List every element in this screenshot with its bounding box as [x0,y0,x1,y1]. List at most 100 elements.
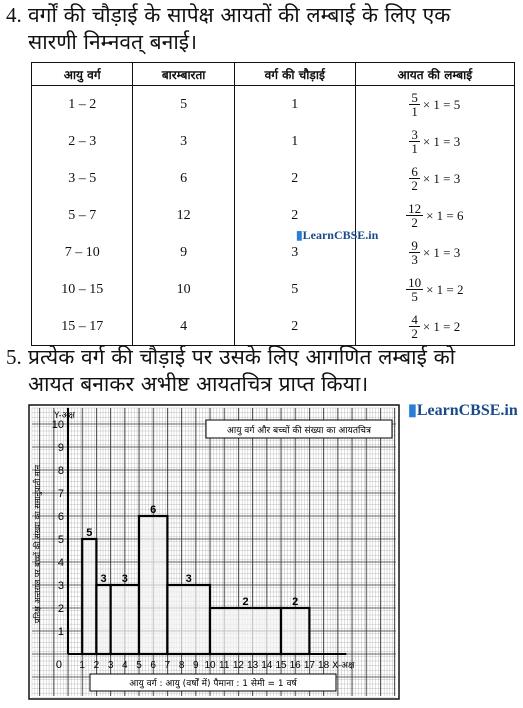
header-age-class: आयु वर्ग [30,62,134,86]
cell-rect-length: 10 5 × 1 = 2 [354,271,516,308]
histogram-bar [137,514,169,656]
fraction-denominator: 2 [411,215,418,230]
question-text-line2: आयत बनाकर अभीष्ट आयतचित्र प्राप्त किया। [28,372,369,396]
y-tick-label: 6 [58,511,64,523]
header-class-width: वर्ग की चौड़ाई [233,62,356,86]
question-text-line2: सारणी निम्नवत् बनाई। [28,30,198,54]
cell-class-width: 1 [233,123,356,160]
table-row: 2 – 3 3 1 3 1 × 1 = 3 [30,123,516,160]
y-tick-label: 4 [58,557,64,569]
bar-value-label: 3 [122,573,128,585]
cell-age-class: 10 – 15 [30,271,134,308]
fraction-result: × 1 = 3 [422,244,461,260]
frequency-table: आयु वर्ग बारम्बारता वर्ग की चौड़ाई आयत क… [30,62,516,346]
watermark: ▮LearnCBSE.in [296,228,379,242]
cell-frequency: 4 [132,308,235,346]
x-tick-label: 8 [179,660,185,671]
x-tick-label: 11 [219,660,230,671]
fraction-result: × 1 = 3 [422,133,461,149]
cell-class-width: 2 [233,160,356,197]
cell-age-class: 15 – 17 [30,308,134,346]
y-axis-title: प्रतिक्ष अन्तराल पर बच्चों की संख्या का … [32,464,43,623]
x-tick-label: 18 [318,660,330,671]
cell-frequency: 9 [132,234,235,271]
cell-age-class: 3 – 5 [30,160,134,197]
table-row: 5 – 7 12 2 12 2 × 1 = 6 [30,197,516,234]
watermark-2: ▮LearnCBSE.in [408,402,518,419]
fraction-result: × 1 = 5 [422,96,461,112]
y-tick-label: 2 [58,603,64,615]
header-rect-length: आयत की लम्बाई [354,62,516,86]
x-tick-label: 4 [122,660,128,671]
cell-age-class: 2 – 3 [30,123,134,160]
x-tick-label: 14 [261,660,273,671]
fraction-numerator: 6 [409,164,420,179]
caption-box [89,673,337,692]
fraction-denominator: 2 [411,326,418,341]
cell-frequency: 12 [132,197,235,234]
table-row: 10 – 15 10 5 10 5 × 1 = 2 [30,271,516,308]
x-tick-label: 9 [193,660,199,671]
cell-rect-length: 9 3 × 1 = 3 [354,234,516,271]
table-row: 15 – 17 4 2 4 2 × 1 = 2 [30,308,516,346]
cell-age-class: 7 – 10 [30,234,134,271]
fraction-result: × 1 = 2 [426,281,464,297]
fraction-numerator: 5 [409,90,420,105]
histogram-bar [166,583,212,656]
histogram-bar [95,583,112,656]
cell-frequency: 10 [132,271,235,308]
chart-title: आयु वर्ग और बच्चों की संख्या का आयतचित्र [227,424,372,436]
y-tick-label: 5 [58,534,64,546]
question-number: 5. [6,345,22,369]
cell-rect-length: 6 2 × 1 = 3 [354,160,516,197]
chart-caption: आयु वर्ग : आयु (वर्षों में) पैमाना : 1 स… [129,677,297,689]
fraction-denominator: 2 [411,178,418,193]
cell-frequency: 3 [132,123,235,160]
x-axis-label: X-अक्ष [332,661,355,671]
fraction-denominator: 1 [411,104,418,119]
x-tick-label: 17 [304,660,316,671]
cell-class-width: 1 [233,85,356,123]
y-tick-label: 1 [58,626,64,638]
x-tick-label: 7 [165,660,171,671]
fraction-denominator: 3 [411,252,418,267]
fraction-numerator: 3 [409,127,420,142]
logo-icon: ▮ [408,402,417,419]
x-tick-label: 15 [275,660,287,671]
fraction-denominator: 1 [411,141,418,156]
x-tick-label: 5 [136,660,142,671]
fraction-result: × 1 = 6 [426,207,464,223]
x-tick-label: 3 [108,660,114,671]
bar-value-label: 3 [100,573,106,585]
cell-frequency: 6 [132,160,235,197]
question-text-line1: वर्गों की चौड़ाई के सापेक्ष आयतों की लम्… [28,3,451,27]
origin-label: 0 [56,659,62,671]
fraction-denominator: 5 [411,289,418,304]
question-text-line1: प्रत्येक वर्ग की चौड़ाई पर उसके लिए आगणि… [28,345,456,369]
bar-value-label: 2 [242,596,248,608]
bar-value-label: 5 [86,527,92,539]
title-box [205,419,393,439]
cell-rect-length: 12 2 × 1 = 6 [354,197,516,234]
question-4: 4. वर्गों की चौड़ाई के सापेक्ष आयतों की ल… [6,2,450,56]
x-tick-label: 12 [233,660,245,671]
histogram-bar [81,537,98,656]
x-tick-label: 6 [150,660,156,671]
y-tick-label: 3 [58,580,64,592]
x-tick-label: 2 [94,660,100,671]
fraction-numerator: 12 [406,201,424,216]
cell-rect-length: 5 1 × 1 = 5 [354,85,516,123]
fraction-numerator: 9 [409,238,420,253]
x-tick-label: 16 [290,660,302,671]
cell-age-class: 1 – 2 [30,85,134,123]
question-5: 5. प्रत्येक वर्ग की चौड़ाई पर उसके लिए आग… [6,344,455,398]
cell-rect-length: 4 2 × 1 = 2 [354,308,516,346]
y-tick-label: 10 [52,419,64,431]
cell-class-width: 5 [233,271,356,308]
table-row: 3 – 5 6 2 6 2 × 1 = 3 [30,160,516,197]
y-tick-label: 9 [58,442,64,454]
bar-value-label: 3 [186,573,192,585]
histogram-bar [279,606,311,656]
fraction-result: × 1 = 3 [422,170,461,186]
